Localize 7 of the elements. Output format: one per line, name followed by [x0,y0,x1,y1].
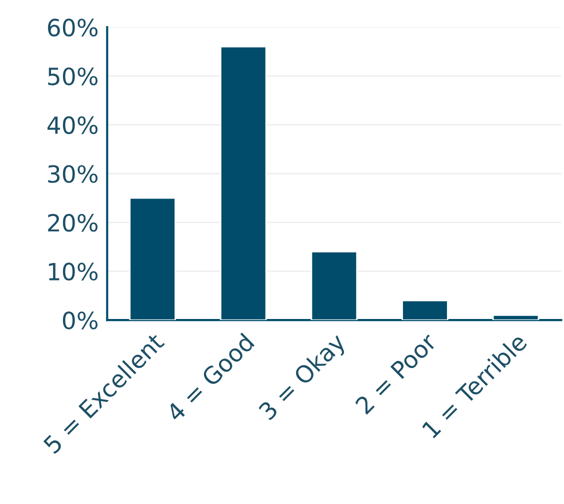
y-tick-label: 10% [48,262,98,281]
y-tick-label: 0% [62,311,98,330]
y-tick-label: 50% [48,67,98,86]
y-tick-label: 40% [48,116,98,134]
y-tick-label: 30% [48,165,98,183]
y-tick-label: 60% [48,18,98,37]
y-tick-label: 20% [48,214,98,232]
